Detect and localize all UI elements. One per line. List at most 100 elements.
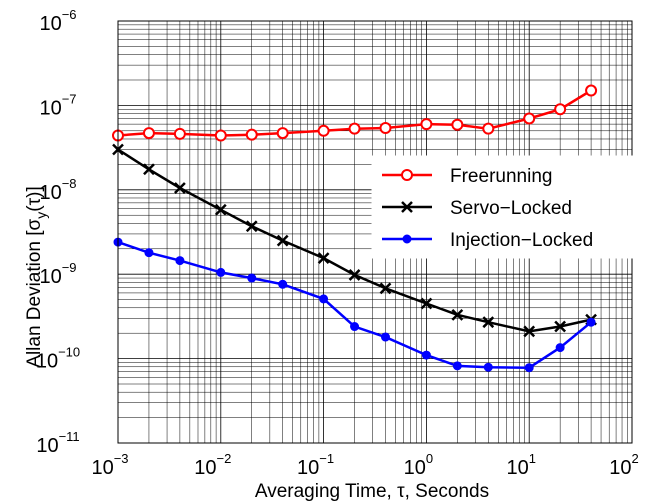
data-point	[214, 129, 227, 142]
data-point	[554, 103, 567, 116]
data-point	[317, 124, 330, 137]
y-tick-exponent: −10	[58, 345, 80, 360]
y-axis-title-end: (τ)]	[24, 186, 45, 211]
x-tick-base: 10	[297, 457, 319, 479]
data-point	[380, 332, 390, 342]
x-marker-stroke	[348, 269, 361, 281]
data-point	[451, 308, 464, 321]
x-tick-base: 10	[404, 457, 426, 479]
data-point	[585, 84, 598, 97]
data-point	[348, 269, 361, 281]
data-point	[278, 279, 288, 289]
y-axis-title-main: Allan Deviation [σ	[24, 218, 45, 367]
data-point	[451, 118, 464, 131]
data-point	[216, 267, 226, 277]
data-point	[276, 234, 289, 247]
x-marker-stroke	[276, 234, 289, 247]
y-tick-base: 10	[39, 13, 61, 35]
x-tick-exponent: 1	[529, 451, 536, 466]
x-tick-label: 10−1	[297, 451, 334, 479]
legend-label: Injection−Locked	[450, 230, 593, 251]
x-marker-stroke	[554, 320, 567, 333]
x-marker-stroke	[482, 316, 495, 329]
y-axis-title-subscript: y	[33, 212, 49, 219]
y-tick-exponent: −6	[62, 7, 77, 22]
x-marker-stroke	[143, 163, 155, 176]
data-point	[247, 273, 257, 283]
x-marker-stroke	[174, 182, 186, 194]
y-tick-exponent: −8	[62, 176, 77, 191]
data-point	[420, 118, 433, 131]
legend-marker	[401, 201, 413, 213]
data-point	[143, 163, 155, 176]
legend-item: Servo−Locked	[382, 198, 572, 219]
y-tick-label: 10−7	[39, 91, 76, 119]
y-tick-base: 10	[36, 351, 58, 373]
y-tick-base: 10	[39, 97, 61, 119]
x-tick-base: 10	[91, 457, 113, 479]
series-layer	[112, 84, 598, 373]
x-tick-label: 100	[404, 451, 433, 479]
data-point	[421, 350, 431, 360]
data-point	[379, 282, 392, 295]
x-marker-stroke	[214, 203, 227, 216]
data-point	[317, 252, 330, 265]
legend-marker	[401, 169, 413, 181]
y-tick-base: 10	[39, 266, 61, 288]
x-tick-label: 102	[609, 451, 638, 479]
data-point	[350, 322, 360, 332]
y-tick-label: 10−11	[36, 429, 79, 457]
y-tick-base: 10	[39, 182, 61, 204]
y-tick-label: 10−9	[39, 260, 76, 288]
series-2	[113, 237, 596, 373]
x-tick-base: 10	[506, 457, 528, 479]
legend-label: Servo−Locked	[450, 198, 572, 219]
x-tick-label: 101	[506, 451, 535, 479]
x-tick-exponent: −3	[114, 451, 129, 466]
series-0	[112, 84, 598, 142]
data-point	[348, 122, 361, 135]
x-tick-exponent: −2	[217, 451, 232, 466]
data-point	[173, 127, 186, 140]
y-tick-label: 10−8	[39, 176, 76, 204]
data-point	[523, 325, 536, 338]
data-point	[379, 121, 392, 134]
x-marker-stroke	[401, 201, 413, 213]
axis-ticks: 10−3 10−2 10−1 100 101 10210−1110−1010−910−81…	[36, 7, 639, 479]
x-tick-exponent: 2	[632, 451, 639, 466]
x-marker-stroke	[420, 297, 433, 310]
legend: Freerunning Servo−Locked Injection−Locked	[371, 155, 637, 259]
legend-item: Freerunning	[382, 166, 552, 187]
x-marker-stroke	[317, 252, 330, 265]
data-point	[175, 256, 185, 266]
x-tick-label: 10−2	[194, 451, 231, 479]
y-tick-exponent: −11	[59, 429, 80, 444]
legend-item: Injection−Locked	[382, 230, 593, 251]
data-point	[523, 112, 536, 125]
data-point	[482, 316, 495, 329]
x-tick-base: 10	[609, 457, 631, 479]
data-point	[214, 203, 227, 216]
data-point	[142, 127, 155, 140]
x-marker-stroke	[451, 308, 464, 321]
data-point	[482, 122, 495, 135]
x-axis-title: Averaging Time, τ, Seconds	[255, 481, 489, 502]
x-tick-exponent: 0	[426, 451, 433, 466]
data-point	[420, 297, 433, 310]
y-tick-base: 10	[36, 435, 58, 457]
x-marker-stroke	[379, 282, 392, 295]
legend-label: Freerunning	[450, 166, 552, 187]
x-tick-base: 10	[194, 457, 216, 479]
data-point	[276, 127, 289, 140]
y-tick-label: 10−10	[36, 345, 80, 373]
x-tick-label: 10−3	[91, 451, 128, 479]
data-point	[174, 182, 186, 194]
data-point	[245, 220, 258, 233]
data-point	[586, 317, 596, 327]
x-marker-stroke	[523, 325, 536, 338]
data-point	[245, 128, 258, 141]
y-tick-label: 10−6	[39, 7, 76, 35]
y-tick-exponent: −7	[62, 91, 77, 106]
data-point	[144, 248, 154, 258]
